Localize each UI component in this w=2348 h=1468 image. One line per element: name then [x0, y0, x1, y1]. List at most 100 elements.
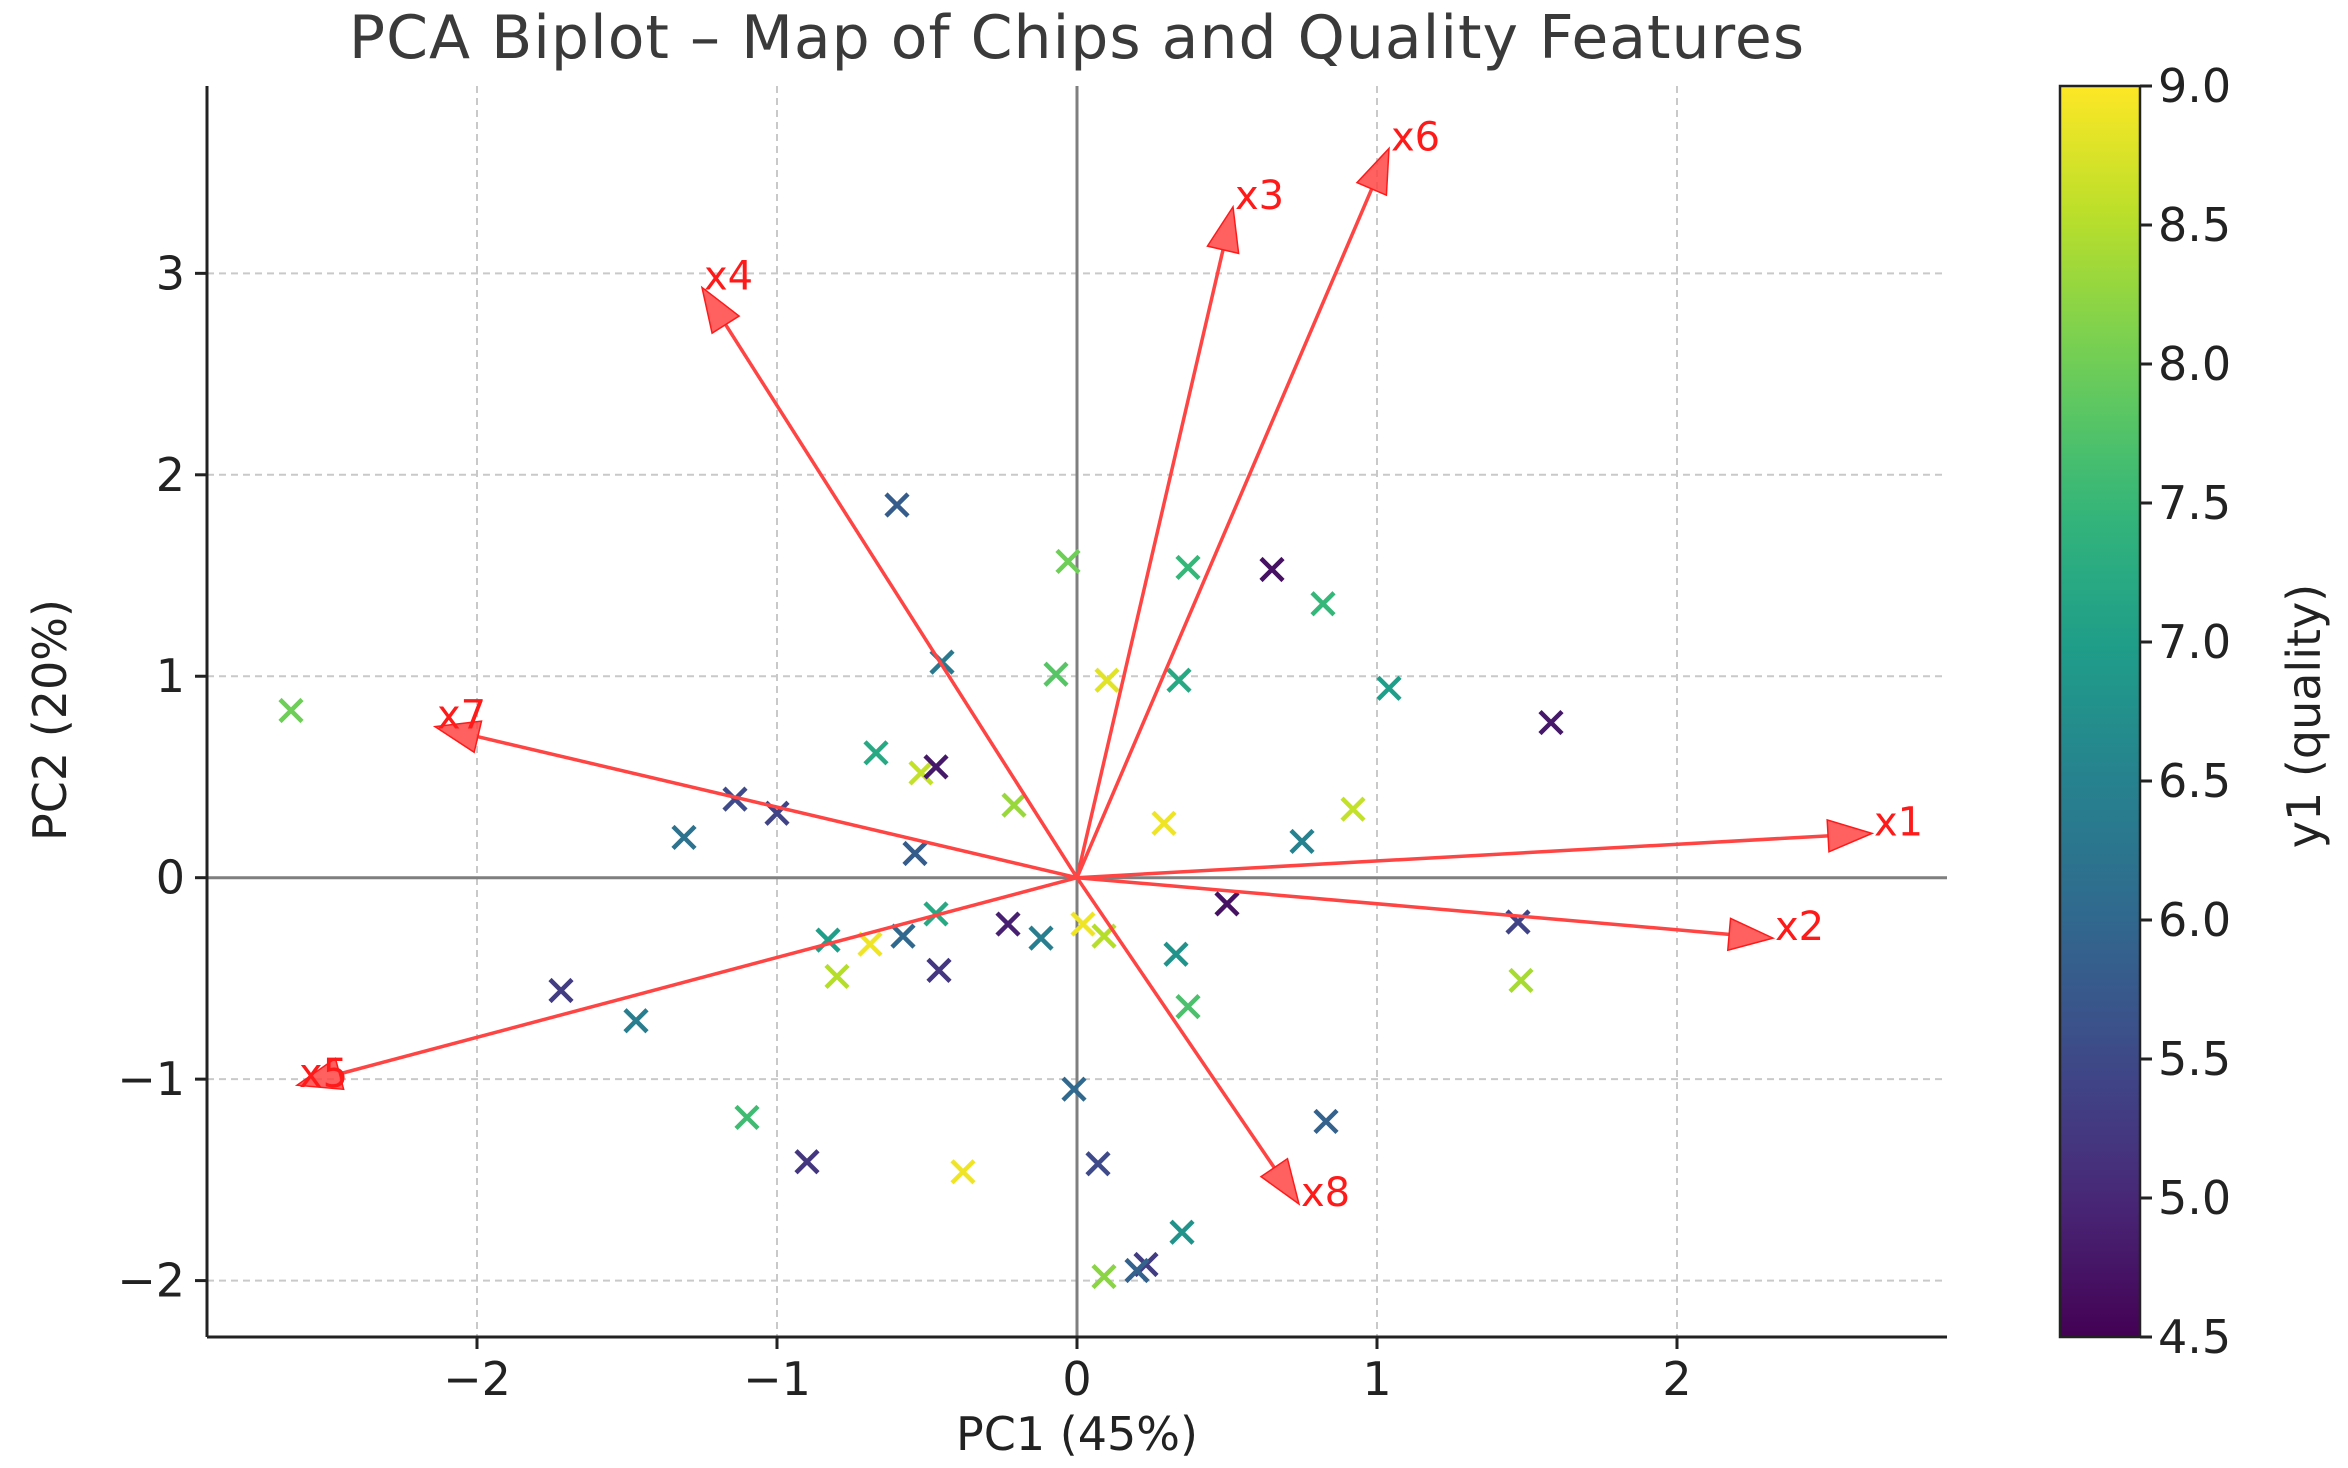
data-point	[1538, 709, 1564, 736]
loading-arrow-shaft	[1075, 249, 1225, 879]
data-point	[1313, 1108, 1339, 1135]
data-point	[1055, 548, 1081, 575]
data-point	[1310, 591, 1336, 617]
data-point	[1508, 967, 1534, 994]
colorbar-tick-label: 7.0	[2158, 615, 2231, 669]
data-point	[1289, 828, 1315, 855]
plot-area: −2 −1 0 1 2 −2 −1 0 1 2 3 x1 x2 x3 x4 x5 x6 x7 x8	[117, 86, 1947, 1406]
colorbar-tick-label: 4.5	[2158, 1310, 2231, 1364]
data-point	[1376, 675, 1402, 701]
data-point	[1091, 1263, 1117, 1290]
loading-arrow-head	[1726, 917, 1776, 952]
y-axis-label: PC2 (20%)	[23, 599, 77, 841]
data-point	[1124, 1257, 1150, 1284]
loading-label: x2	[1775, 904, 1824, 950]
colorbar-tick-label: 7.5	[2158, 476, 2231, 530]
data-point	[950, 1159, 976, 1185]
loading-arrow-head	[432, 720, 483, 754]
loading-arrow-head	[1259, 1157, 1301, 1206]
data-point	[1163, 941, 1189, 967]
loading-arrow-head	[1206, 204, 1240, 255]
loading-arrow-shaft	[1075, 876, 1276, 1169]
data-point	[863, 740, 889, 766]
loading-arrow-x8: x8	[1075, 876, 1350, 1216]
colorbar-tick-label: 6.5	[2158, 754, 2231, 808]
loading-arrow-head	[294, 1057, 345, 1091]
loading-arrow-x3: x3	[1075, 173, 1284, 879]
x-tick-label: −1	[743, 1352, 811, 1406]
loading-arrow-shaft	[1075, 188, 1374, 879]
loading-label: x8	[1301, 1170, 1350, 1216]
data-point	[1214, 891, 1240, 917]
data-point	[1259, 556, 1285, 583]
y-tick-label: 0	[156, 851, 185, 905]
data-point	[1175, 994, 1201, 1020]
data-point	[548, 977, 574, 1004]
y-tick-label: −1	[117, 1052, 185, 1106]
loading-arrow-shaft	[477, 734, 1078, 880]
loading-label: x1	[1874, 799, 1923, 845]
loading-label: x3	[1235, 173, 1284, 219]
data-point	[1340, 796, 1366, 822]
colorbar-tick-label: 9.0	[2158, 59, 2231, 113]
data-point	[1070, 911, 1096, 937]
data-point	[1166, 667, 1192, 693]
loading-arrow-shaft	[1076, 875, 1730, 937]
colorbar-tick-label: 6.0	[2158, 893, 2231, 947]
data-point	[1028, 925, 1054, 951]
loading-arrow-shaft	[339, 876, 1078, 1076]
data-point	[902, 840, 928, 867]
y-tick-label: 3	[156, 246, 185, 300]
data-point	[671, 824, 697, 850]
loading-label: x6	[1391, 114, 1440, 160]
data-point	[824, 963, 850, 989]
loading-arrow-x2: x2	[1076, 875, 1824, 952]
loading-arrow-x5: x5	[294, 876, 1078, 1097]
loading-arrow-head	[700, 285, 741, 335]
data-point	[995, 911, 1021, 937]
y-tick-label: −2	[117, 1254, 185, 1308]
loading-arrow-shaft	[1076, 834, 1829, 880]
data-point	[794, 1149, 820, 1175]
colorbar-label: y1 (quality)	[2277, 584, 2331, 848]
data-point	[857, 931, 883, 957]
data-point	[1043, 661, 1069, 687]
data-point	[1175, 554, 1201, 581]
x-tick-label: 2	[1662, 1352, 1691, 1406]
data-point	[908, 760, 934, 786]
x-axis-label: PC1 (45%)	[956, 1407, 1198, 1461]
data-point	[1085, 1151, 1111, 1177]
data-point	[1169, 1219, 1195, 1245]
data-point	[923, 754, 949, 780]
data-point	[926, 957, 952, 983]
y-tick-label: 1	[156, 649, 185, 703]
loading-label: x5	[299, 1051, 348, 1097]
loading-arrow-head	[1826, 818, 1875, 853]
colorbar-scale	[2058, 84, 2142, 1339]
x-tick-label: 1	[1362, 1352, 1391, 1406]
loading-arrow-x1: x1	[1076, 799, 1923, 880]
data-point	[890, 923, 916, 949]
x-tick-label: 0	[1062, 1352, 1091, 1406]
colorbar-tick-label: 8.0	[2158, 337, 2231, 391]
colorbar-tick-label: 5.5	[2158, 1032, 2231, 1086]
loading-arrow-x6: x6	[1075, 114, 1440, 879]
chart-title: PCA Biplot – Map of Chips and Quality Fe…	[349, 3, 1805, 73]
loading-arrow-x4: x4	[700, 253, 1079, 879]
data-point	[1094, 667, 1120, 693]
loading-arrow-head	[1355, 146, 1390, 197]
loading-label: x7	[437, 693, 486, 739]
loading-label: x4	[704, 253, 753, 299]
colorbar-tick-label: 8.5	[2158, 198, 2231, 252]
data-point	[1061, 1076, 1087, 1102]
data-point	[278, 697, 304, 724]
loading-arrow-x7: x7	[432, 693, 1078, 880]
colorbar: 4.5 5.0 5.5 6.0 6.5 7.0 7.5 8.0 8.5 9.0	[2058, 59, 2231, 1364]
data-point	[1001, 792, 1027, 818]
y-tick-label: 2	[156, 448, 185, 502]
data-point	[722, 786, 748, 812]
x-tick-label: −2	[443, 1352, 511, 1406]
colorbar-tick-label: 5.0	[2158, 1171, 2231, 1225]
data-point	[623, 1008, 649, 1034]
